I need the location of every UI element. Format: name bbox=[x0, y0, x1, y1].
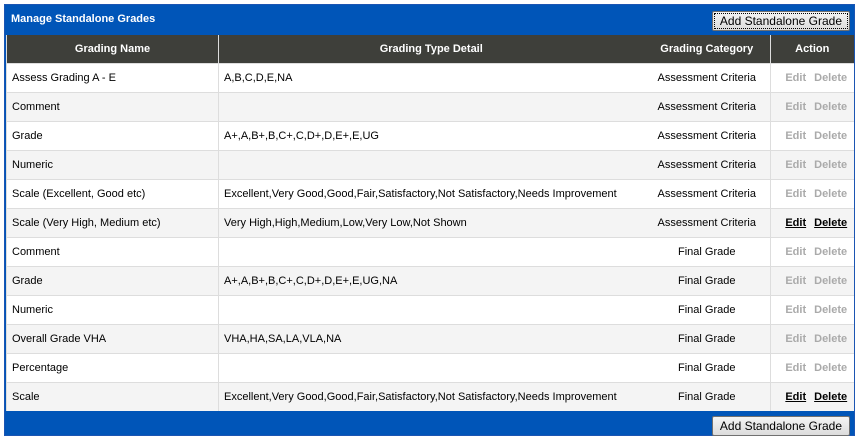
grading-name: Scale (Excellent, Good etc) bbox=[6, 179, 219, 209]
grading-category: Final Grade bbox=[643, 353, 771, 383]
table-row: Assess Grading A - E A,B,C,D,E,NA Assess… bbox=[6, 63, 854, 93]
grading-name: Numeric bbox=[6, 150, 219, 180]
footer-bar: Add Standalone Grade bbox=[5, 411, 854, 440]
table-row: Percentage Final Grade Edit Delete bbox=[6, 353, 854, 383]
grading-name: Scale bbox=[6, 382, 219, 411]
add-standalone-grade-button-bottom[interactable]: Add Standalone Grade bbox=[711, 416, 850, 436]
delete-link: Delete bbox=[814, 275, 848, 287]
grading-category: Assessment Criteria bbox=[643, 208, 771, 238]
edit-link: Edit bbox=[785, 72, 807, 84]
action-cell: Edit Delete bbox=[770, 179, 854, 209]
panel-title: Manage Standalone Grades bbox=[11, 13, 156, 25]
grading-type-detail bbox=[218, 353, 644, 383]
grading-type-detail bbox=[218, 92, 644, 122]
grading-type-detail bbox=[218, 295, 644, 325]
grading-type-detail: A+,A,B+,B,C+,C,D+,D,E+,E,UG bbox=[218, 121, 644, 151]
edit-link: Edit bbox=[785, 362, 807, 374]
table-row: Comment Final Grade Edit Delete bbox=[6, 237, 854, 267]
edit-link: Edit bbox=[785, 246, 807, 258]
header-grading-category: Grading Category bbox=[643, 35, 771, 64]
delete-link: Delete bbox=[814, 333, 848, 345]
delete-link: Delete bbox=[814, 101, 848, 113]
action-cell: Edit Delete bbox=[770, 208, 854, 238]
delete-link: Delete bbox=[814, 188, 848, 200]
grading-type-detail bbox=[218, 237, 644, 267]
edit-link: Edit bbox=[785, 130, 807, 142]
action-cell: Edit Delete bbox=[770, 92, 854, 122]
grading-type-detail: A+,A,B+,B,C+,C,D+,D,E+,E,UG,NA bbox=[218, 266, 644, 296]
edit-link: Edit bbox=[785, 188, 807, 200]
grades-table: Grading Name Grading Type Detail Grading… bbox=[6, 35, 854, 411]
table-row: Grade A+,A,B+,B,C+,C,D+,D,E+,E,UG Assess… bbox=[6, 121, 854, 151]
table-row: Comment Assessment Criteria Edit Delete bbox=[6, 92, 854, 122]
table-row: Numeric Final Grade Edit Delete bbox=[6, 295, 854, 325]
delete-link[interactable]: Delete bbox=[814, 217, 848, 229]
grading-name: Numeric bbox=[6, 295, 219, 325]
delete-link[interactable]: Delete bbox=[814, 391, 848, 403]
grading-type-detail: A,B,C,D,E,NA bbox=[218, 63, 644, 93]
grading-category: Final Grade bbox=[643, 324, 771, 354]
grading-type-detail: Excellent,Very Good,Good,Fair,Satisfacto… bbox=[218, 382, 644, 411]
grading-type-detail: Very High,High,Medium,Low,Very Low,Not S… bbox=[218, 208, 644, 238]
grading-name: Comment bbox=[6, 92, 219, 122]
grading-category: Final Grade bbox=[643, 382, 771, 411]
action-cell: Edit Delete bbox=[770, 266, 854, 296]
grading-name: Percentage bbox=[6, 353, 219, 383]
edit-link: Edit bbox=[785, 333, 807, 345]
action-cell: Edit Delete bbox=[770, 324, 854, 354]
grading-category: Assessment Criteria bbox=[643, 63, 771, 93]
grading-type-detail bbox=[218, 150, 644, 180]
header-action: Action bbox=[770, 35, 854, 64]
grading-category: Assessment Criteria bbox=[643, 179, 771, 209]
grading-category: Assessment Criteria bbox=[643, 121, 771, 151]
table-row: Grade A+,A,B+,B,C+,C,D+,D,E+,E,UG,NA Fin… bbox=[6, 266, 854, 296]
grading-name: Grade bbox=[6, 266, 219, 296]
grading-type-detail: VHA,HA,SA,LA,VLA,NA bbox=[218, 324, 644, 354]
table-row: Overall Grade VHA VHA,HA,SA,LA,VLA,NA Fi… bbox=[6, 324, 854, 354]
action-cell: Edit Delete bbox=[770, 237, 854, 267]
delete-link: Delete bbox=[814, 246, 848, 258]
edit-link: Edit bbox=[785, 159, 807, 171]
action-cell: Edit Delete bbox=[770, 150, 854, 180]
delete-link: Delete bbox=[814, 159, 848, 171]
edit-link[interactable]: Edit bbox=[785, 217, 807, 229]
grading-category: Assessment Criteria bbox=[643, 92, 771, 122]
grading-name: Grade bbox=[6, 121, 219, 151]
table-row: Scale (Excellent, Good etc) Excellent,Ve… bbox=[6, 179, 854, 209]
table-row: Scale Excellent,Very Good,Good,Fair,Sati… bbox=[6, 382, 854, 411]
action-cell: Edit Delete bbox=[770, 121, 854, 151]
delete-link: Delete bbox=[814, 72, 848, 84]
table-row: Scale (Very High, Medium etc) Very High,… bbox=[6, 208, 854, 238]
grading-name: Scale (Very High, Medium etc) bbox=[6, 208, 219, 238]
action-cell: Edit Delete bbox=[770, 295, 854, 325]
edit-link: Edit bbox=[785, 101, 807, 113]
edit-link: Edit bbox=[785, 304, 807, 316]
grading-category: Final Grade bbox=[643, 295, 771, 325]
grading-category: Final Grade bbox=[643, 266, 771, 296]
action-cell: Edit Delete bbox=[770, 63, 854, 93]
grading-name: Overall Grade VHA bbox=[6, 324, 219, 354]
grading-name: Assess Grading A - E bbox=[6, 63, 219, 93]
delete-link: Delete bbox=[814, 304, 848, 316]
add-standalone-grade-button-top[interactable]: Add Standalone Grade bbox=[711, 11, 850, 31]
grading-category: Final Grade bbox=[643, 237, 771, 267]
action-cell: Edit Delete bbox=[770, 353, 854, 383]
manage-standalone-grades-panel: Manage Standalone Grades Add Standalone … bbox=[4, 4, 855, 436]
header-grading-name: Grading Name bbox=[6, 35, 219, 64]
table-row: Numeric Assessment Criteria Edit Delete bbox=[6, 150, 854, 180]
edit-link[interactable]: Edit bbox=[785, 391, 807, 403]
edit-link: Edit bbox=[785, 275, 807, 287]
delete-link: Delete bbox=[814, 362, 848, 374]
grading-type-detail: Excellent,Very Good,Good,Fair,Satisfacto… bbox=[218, 179, 644, 209]
delete-link: Delete bbox=[814, 130, 848, 142]
action-cell: Edit Delete bbox=[770, 382, 854, 411]
title-bar: Manage Standalone Grades Add Standalone … bbox=[5, 5, 854, 35]
grading-name: Comment bbox=[6, 237, 219, 267]
grading-category: Assessment Criteria bbox=[643, 150, 771, 180]
header-grading-type-detail: Grading Type Detail bbox=[218, 35, 644, 64]
